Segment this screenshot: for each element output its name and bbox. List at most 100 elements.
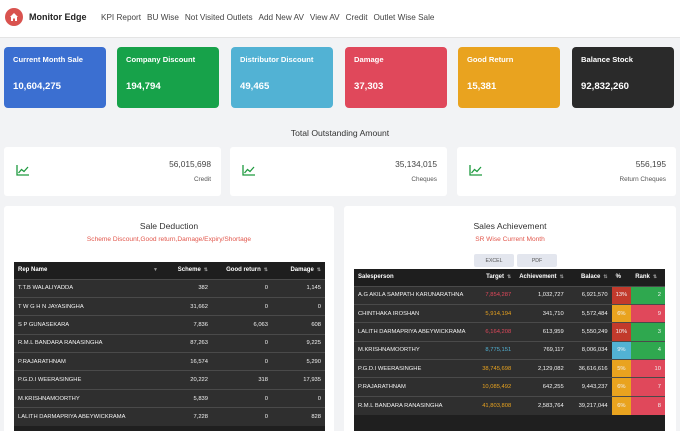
sort-icon[interactable]: ⇅: [203, 267, 208, 274]
excel-export-button[interactable]: EXCEL: [474, 254, 514, 267]
col-achievement[interactable]: Achievement ⇅: [515, 269, 568, 286]
outstanding-cheques-card: 35,134,015 Cheques: [230, 147, 447, 196]
card-label: Balance Stock: [581, 55, 633, 64]
col-good-return[interactable]: Good return ⇅: [212, 262, 272, 279]
scheme-cell: 382: [162, 278, 212, 298]
rank-cell: 4: [631, 340, 665, 360]
sort-icon[interactable]: ⇅: [652, 274, 658, 281]
card-value: 10,604,275: [13, 81, 62, 92]
table-row: R.M.L BANDARA RANASINGHA 41,803,808 2,583,…: [354, 395, 665, 415]
nav-view-av[interactable]: View AV: [309, 13, 340, 22]
rank-cell: 3: [631, 322, 665, 342]
nav-credit[interactable]: Credit: [345, 13, 368, 22]
table-row: M.KRISHNAMOORTHY 8,775,151 769,117 8,006,03…: [354, 340, 665, 360]
salesperson-cell: A.G AKILA SAMPATH KARUNARATHNA: [354, 285, 478, 305]
achievement-cell: 1,032,727: [515, 285, 568, 305]
sort-icon[interactable]: ⇅: [263, 267, 268, 274]
col-rank[interactable]: Rank ⇅: [631, 269, 665, 286]
table-row: T.T.B WALALIYADDA 382 0 1,145: [14, 278, 325, 298]
nav-outlet-wise-sale[interactable]: Outlet Wise Sale: [373, 13, 435, 22]
sales-achievement-table: Salesperson Target ⇅ Achievement ⇅ Balace ⇅…: [354, 269, 665, 415]
top-navbar: Monitor Edge KPI Report BU Wise Not Visi…: [0, 0, 680, 38]
percent-cell: 10%: [611, 322, 632, 342]
home-icon[interactable]: [5, 8, 23, 26]
sales-achievement-title: Sales Achievement: [473, 221, 547, 231]
table-header-row: Salesperson Target ⇅ Achievement ⇅ Balace ⇅…: [354, 269, 665, 286]
good-return-cell: 0: [212, 352, 272, 371]
col-balance[interactable]: Balace ⇅: [567, 269, 612, 286]
outstanding-return-cheques-card: 556,195 Return Cheques: [457, 147, 676, 196]
card-distributor-discount: Distributor Discount 49,465: [231, 47, 333, 108]
card-value: 49,465: [240, 81, 270, 92]
table-row: P.RAJARATHNAM 10,085,492 642,255 9,443,237 6…: [354, 377, 665, 397]
target-cell: 6,164,208: [477, 322, 516, 342]
col-target[interactable]: Target ⇅: [477, 269, 516, 286]
sort-icon[interactable]: ▼: [153, 267, 158, 274]
achievement-cell: 642,255: [515, 377, 568, 397]
rank-cell: 9: [631, 303, 665, 323]
col-scheme[interactable]: Scheme ⇅: [162, 262, 212, 279]
balance-cell: 5,572,484: [567, 303, 612, 323]
col-salesperson[interactable]: Salesperson: [354, 269, 478, 286]
sort-icon[interactable]: ⇅: [603, 274, 608, 281]
table-row: P.G.D.I WEERASINGHE 38,745,698 2,129,082 36…: [354, 359, 665, 378]
card-label: Good Return: [467, 55, 514, 64]
sort-icon[interactable]: ⇅: [559, 274, 564, 281]
outstanding-label: Credit: [193, 176, 211, 183]
target-cell: 5,914,194: [477, 303, 516, 323]
main-nav: KPI Report BU Wise Not Visited Outlets A…: [101, 13, 440, 22]
damage-cell: 608: [272, 315, 325, 335]
sort-icon[interactable]: ⇅: [316, 267, 321, 274]
card-value: 37,303: [354, 81, 384, 92]
balance-cell: 8,006,034: [567, 340, 612, 360]
sale-deduction-table-wrap: Rep Name ▼ Scheme ⇅ Good return ⇅ Damage ⇅ T…: [14, 262, 325, 431]
balance-cell: 9,443,237: [567, 377, 612, 397]
achievement-cell: 2,129,082: [515, 359, 568, 378]
damage-cell: 0: [272, 296, 325, 316]
chart-line-icon: [16, 163, 30, 181]
table-row: LALITH DARMAPRIYA ABEYWICKRAMA 7,228 0 828: [14, 407, 325, 427]
good-return-cell: 0: [212, 388, 272, 408]
good-return-cell: 0: [212, 407, 272, 427]
outstanding-amount: 56,015,698: [169, 159, 211, 169]
rank-cell: 7: [631, 377, 665, 397]
rep-name-cell: LALITH DARMAPRIYA ABEYWICKRAMA: [14, 407, 162, 427]
table-row: T W G H N JAYASINGHA 31,662 0 0: [14, 296, 325, 316]
nav-add-new-av[interactable]: Add New AV: [258, 13, 304, 22]
achievement-cell: 769,117: [515, 340, 568, 360]
card-label: Current Month Sale: [13, 55, 84, 64]
card-label: Damage: [354, 55, 384, 64]
damage-cell: 9,225: [272, 333, 325, 353]
rep-name-cell: S P GUNASEKARA: [14, 315, 162, 335]
sales-achievement-panel: Sales Achievement SR Wise Current Month …: [344, 206, 676, 431]
nav-bu-wise[interactable]: BU Wise: [147, 13, 179, 22]
nav-kpi-report[interactable]: KPI Report: [101, 13, 142, 22]
target-cell: 8,775,151: [477, 340, 516, 360]
rep-name-cell: M.KRISHNAMOORTHY: [14, 388, 162, 408]
col-percent[interactable]: %: [611, 269, 632, 286]
salesperson-cell: M.KRISHNAMOORTHY: [354, 340, 478, 360]
card-balance-stock: Balance Stock 92,832,260: [572, 47, 674, 108]
nav-not-visited-outlets[interactable]: Not Visited Outlets: [184, 13, 253, 22]
sort-icon[interactable]: ⇅: [507, 274, 512, 281]
salesperson-cell: P.RAJARATHNAM: [354, 377, 478, 397]
percent-cell: 9%: [611, 340, 632, 360]
app-brand[interactable]: Monitor Edge: [29, 12, 87, 22]
damage-cell: 828: [272, 407, 325, 427]
target-cell: 41,803,808: [477, 395, 516, 415]
pdf-export-button[interactable]: PDF: [517, 254, 557, 267]
outstanding-credit-card: 56,015,698 Credit: [4, 147, 221, 196]
rank-cell: 8: [631, 395, 665, 415]
col-damage[interactable]: Damage ⇅: [272, 262, 325, 279]
percent-cell: 6%: [611, 303, 632, 323]
card-value: 15,381: [467, 81, 497, 92]
salesperson-cell: CHINTHAKA IROSHAN: [354, 303, 478, 323]
col-rep-name[interactable]: Rep Name ▼: [14, 262, 162, 279]
chart-line-icon: [469, 163, 483, 181]
table-row: S P GUNASEKARA 7,836 6,063 608: [14, 315, 325, 335]
rank-cell: 2: [631, 285, 665, 305]
table-row: A.G AKILA SAMPATH KARUNARATHNA 7,854,287 1…: [354, 285, 665, 305]
target-cell: 10,085,492: [477, 377, 516, 397]
target-cell: 38,745,698: [477, 359, 516, 378]
scheme-cell: 87,263: [162, 333, 212, 353]
